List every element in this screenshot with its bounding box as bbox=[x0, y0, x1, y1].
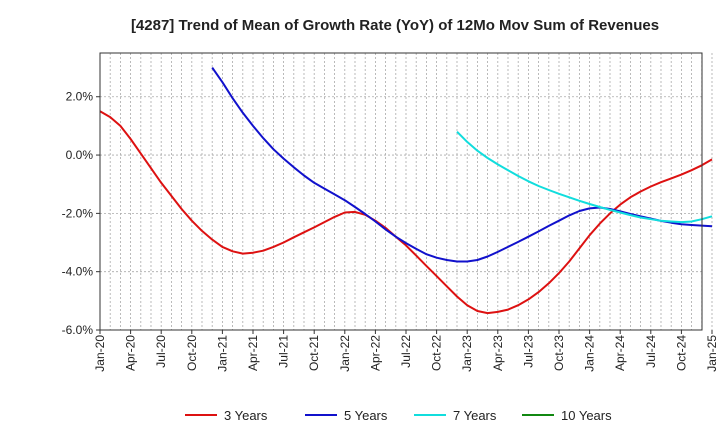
series-line-7-years bbox=[456, 130, 713, 224]
y-tick-label: -6.0% bbox=[62, 323, 94, 337]
x-tick-label: Jan-20 bbox=[93, 335, 107, 372]
x-tick-label: Jul-21 bbox=[277, 335, 291, 368]
y-tick-label: -2.0% bbox=[62, 206, 94, 220]
x-axis-ticks: Jan-20 Apr-20 Jul-20 Oct-20 Jan-21 Apr-21 Jul-… bbox=[93, 330, 719, 372]
x-tick-label: Jul-22 bbox=[399, 335, 413, 368]
plot-frame bbox=[99, 52, 703, 331]
x-tick-label: Jan-21 bbox=[215, 335, 229, 372]
x-tick-label: Oct-21 bbox=[307, 335, 321, 371]
x-tick-label: Apr-23 bbox=[491, 335, 505, 371]
x-tick-label: Jul-23 bbox=[521, 335, 535, 368]
x-tick-label: Oct-23 bbox=[552, 335, 566, 371]
x-tick-label: Apr-24 bbox=[613, 335, 627, 371]
legend-label: 5 Years bbox=[344, 408, 388, 423]
x-tick-label: Apr-22 bbox=[368, 335, 382, 371]
legend: 3 Years 5 Years 7 Years 10 Years bbox=[185, 408, 612, 423]
x-tick-label: Jul-20 bbox=[154, 335, 168, 368]
chart-title: [4287] Trend of Mean of Growth Rate (YoY… bbox=[131, 17, 659, 34]
series-line-3-years bbox=[99, 110, 713, 315]
legend-label: 3 Years bbox=[224, 408, 268, 423]
x-tick-label: Jan-24 bbox=[583, 335, 597, 372]
series-lines bbox=[99, 67, 713, 315]
x-tick-label: Oct-22 bbox=[430, 335, 444, 371]
x-tick-label: Jan-22 bbox=[338, 335, 352, 372]
x-tick-label: Oct-24 bbox=[674, 335, 688, 371]
y-axis-ticks: 2.0% 0.0% -2.0% -4.0% -6.0% bbox=[62, 90, 100, 337]
x-tick-label: Apr-20 bbox=[124, 335, 138, 371]
legend-label: 7 Years bbox=[453, 408, 497, 423]
x-tick-label: Oct-20 bbox=[185, 335, 199, 371]
x-tick-label: Jan-23 bbox=[460, 335, 474, 372]
grid bbox=[100, 53, 713, 330]
legend-label: 10 Years bbox=[561, 408, 612, 423]
y-tick-label: 0.0% bbox=[66, 148, 94, 162]
series-line-5-years bbox=[211, 67, 713, 263]
x-tick-label: Jul-24 bbox=[644, 335, 658, 368]
y-tick-label: 2.0% bbox=[66, 90, 94, 104]
x-tick-label: Jan-25 bbox=[705, 335, 719, 372]
x-tick-label: Apr-21 bbox=[246, 335, 260, 371]
y-tick-label: -4.0% bbox=[62, 265, 94, 279]
